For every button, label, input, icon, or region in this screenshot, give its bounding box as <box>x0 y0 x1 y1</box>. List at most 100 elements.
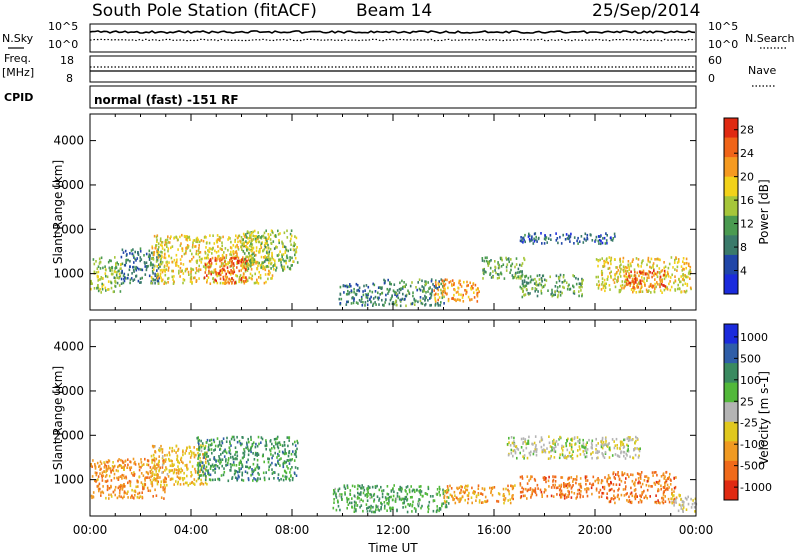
echo-cell <box>102 474 104 478</box>
echo-cell <box>235 257 237 260</box>
echo-cell <box>120 464 123 468</box>
echo-cell <box>245 460 248 464</box>
echo-cell <box>152 454 155 457</box>
echo-cell <box>236 440 239 444</box>
echo-cell <box>570 232 572 236</box>
echo-cell <box>272 454 274 457</box>
echo-cell <box>506 443 509 446</box>
echo-cell <box>238 259 240 263</box>
echo-cell <box>652 284 654 288</box>
echo-cell <box>164 238 167 242</box>
echo-cell <box>120 271 123 275</box>
echo-cell <box>274 234 277 237</box>
echo-cell <box>139 247 142 250</box>
echo-cell <box>245 255 247 259</box>
echo-cell <box>484 256 487 260</box>
echo-cell <box>200 468 202 472</box>
echo-cell <box>639 288 642 291</box>
noise-panel-frame <box>89 23 697 53</box>
echo-cell <box>659 501 661 505</box>
echo-cell <box>585 451 588 455</box>
echo-cell <box>449 280 452 283</box>
echo-cell <box>264 244 266 247</box>
echo-cell <box>678 493 680 497</box>
echo-cell <box>387 290 390 293</box>
echo-cell <box>362 290 364 293</box>
echo-cell <box>161 251 163 254</box>
echo-cell <box>230 250 232 254</box>
echo-cell <box>232 272 234 275</box>
echo-cell <box>167 235 169 238</box>
echo-cell <box>635 495 637 498</box>
echo-cell <box>578 492 581 495</box>
echo-cell <box>146 476 148 479</box>
echo-cell <box>635 435 637 439</box>
echo-cell <box>536 283 538 287</box>
echo-cell <box>663 477 665 480</box>
echo-cell <box>443 496 446 499</box>
echo-cell <box>269 463 272 467</box>
echo-cell <box>620 267 622 271</box>
echo-cell <box>118 276 120 280</box>
echo-cell <box>591 446 593 450</box>
echo-cell <box>225 440 228 443</box>
echo-cell <box>252 252 254 255</box>
echo-cell <box>441 293 444 297</box>
echo-cell <box>609 488 611 492</box>
echo-cell <box>259 274 262 277</box>
echo-cell <box>596 283 598 286</box>
echo-cell <box>426 493 429 496</box>
echo-cell <box>357 288 360 292</box>
echo-cell <box>283 441 286 444</box>
echo-cell <box>273 264 275 267</box>
echo-cell <box>604 289 606 293</box>
echo-cell <box>129 484 132 488</box>
echo-cell <box>659 275 662 279</box>
echo-cell <box>252 238 255 241</box>
echo-cell <box>117 486 120 490</box>
echo-cell <box>614 285 617 289</box>
echo-cell <box>270 267 272 270</box>
echo-cell <box>443 494 446 498</box>
echo-cell <box>280 261 282 264</box>
echo-cell <box>121 486 124 490</box>
echo-cell <box>600 239 602 243</box>
echo-cell <box>210 448 213 451</box>
echo-cell <box>118 458 120 461</box>
echo-cell <box>212 280 215 284</box>
echo-cell <box>581 444 583 448</box>
echo-cell <box>403 500 406 503</box>
echo-cell <box>199 483 202 486</box>
echo-cell <box>175 444 178 448</box>
echo-cell <box>274 463 277 466</box>
echo-cell <box>209 263 211 266</box>
echo-cell <box>663 261 665 264</box>
echo-cell <box>528 232 530 236</box>
echo-cell <box>677 283 679 287</box>
echo-cell <box>225 463 227 467</box>
echo-cell <box>394 301 397 304</box>
echo-cell <box>230 456 232 459</box>
echo-cell <box>128 466 131 470</box>
echo-cell <box>210 438 213 442</box>
echo-cell <box>561 291 563 295</box>
echo-cell <box>136 257 138 260</box>
echo-cell <box>683 279 685 282</box>
echo-cell <box>249 244 251 248</box>
echo-cell <box>523 256 525 260</box>
echo-cell <box>551 291 553 294</box>
echo-cell <box>484 495 487 499</box>
echo-cell <box>481 501 483 504</box>
echo-cell <box>248 466 250 470</box>
echo-cell <box>552 480 554 483</box>
echo-cell <box>107 486 109 489</box>
echo-cell <box>248 236 251 240</box>
echo-cell <box>548 435 550 438</box>
echo-cell <box>161 471 163 474</box>
echo-cell <box>611 239 614 242</box>
echo-cell <box>90 463 92 466</box>
echo-cell <box>496 499 498 503</box>
echo-cell <box>145 252 148 256</box>
echo-cell <box>97 270 100 274</box>
echo-cell <box>673 261 676 264</box>
